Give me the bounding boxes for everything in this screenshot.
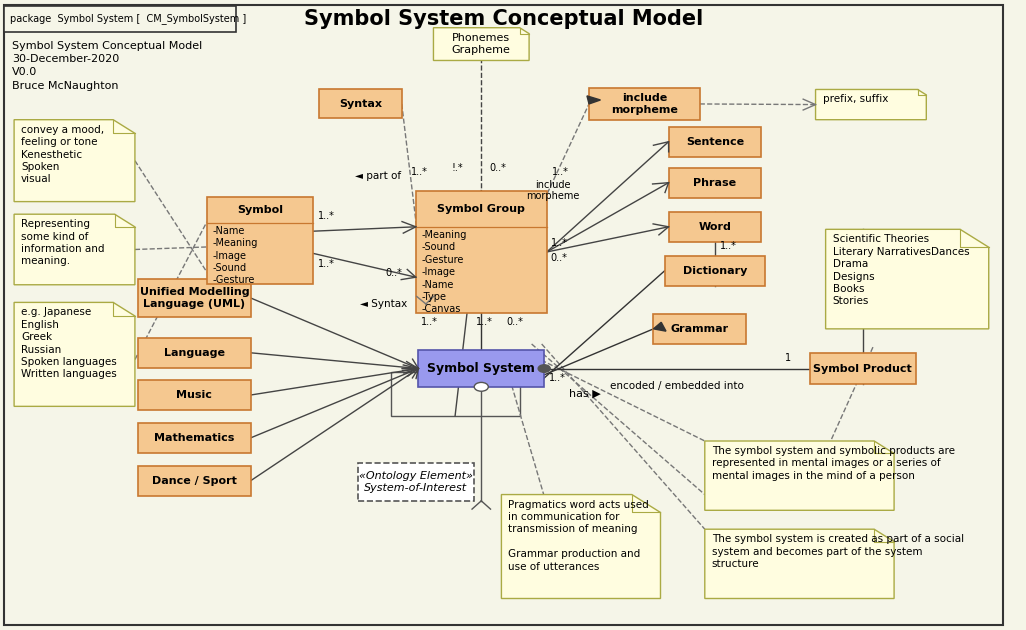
Text: Symbol Group: Symbol Group: [437, 204, 525, 214]
Polygon shape: [816, 89, 926, 120]
Text: e.g. Japanese
English
Greek
Russian
Spoken languages
Written languages: e.g. Japanese English Greek Russian Spok…: [22, 307, 117, 379]
Text: Representing
some kind of
information and
meaning.: Representing some kind of information an…: [22, 219, 105, 266]
Text: 1..*: 1..*: [720, 241, 737, 251]
Polygon shape: [654, 323, 666, 331]
Text: The symbol system is created as part of a social
system and becomes part of the : The symbol system is created as part of …: [712, 534, 964, 569]
FancyBboxPatch shape: [665, 256, 765, 286]
FancyBboxPatch shape: [419, 350, 544, 387]
Text: !.*: !.*: [451, 163, 463, 173]
Text: Symbol System: Symbol System: [428, 362, 536, 375]
Text: has ▶: has ▶: [569, 389, 601, 399]
Text: 1..*: 1..*: [421, 317, 438, 327]
Text: Symbol: Symbol: [237, 205, 283, 215]
Text: 0..*: 0..*: [489, 163, 506, 173]
Text: 1..*: 1..*: [318, 210, 334, 220]
Text: include
morpheme: include morpheme: [526, 180, 580, 201]
Text: Grammar: Grammar: [671, 324, 728, 334]
Circle shape: [539, 365, 550, 372]
Text: Word: Word: [699, 222, 732, 232]
Text: ◄ part of: ◄ part of: [355, 171, 401, 181]
Text: 1..*: 1..*: [410, 167, 428, 177]
Text: Dance / Sport: Dance / Sport: [152, 476, 237, 486]
FancyBboxPatch shape: [137, 338, 250, 368]
Text: 1..*: 1..*: [551, 238, 567, 248]
Text: Language: Language: [164, 348, 225, 358]
Polygon shape: [14, 214, 134, 285]
FancyBboxPatch shape: [137, 466, 250, 496]
Text: 0..*: 0..*: [507, 317, 523, 327]
Text: Sentence: Sentence: [685, 137, 744, 147]
Polygon shape: [705, 529, 894, 598]
FancyBboxPatch shape: [669, 127, 761, 157]
Text: prefix, suffix: prefix, suffix: [823, 94, 887, 105]
Text: Mathematics: Mathematics: [154, 433, 235, 443]
Text: Music: Music: [176, 390, 212, 400]
Text: ◄ Syntax: ◄ Syntax: [360, 299, 407, 309]
FancyBboxPatch shape: [654, 314, 746, 344]
FancyBboxPatch shape: [416, 190, 547, 314]
Circle shape: [474, 382, 488, 391]
Text: Scientific Theories
Literary NarrativesDances
Drama
Designs
Books
Stories: Scientific Theories Literary NarrativesD…: [833, 234, 970, 306]
Text: 1..*: 1..*: [549, 373, 566, 383]
Polygon shape: [587, 96, 600, 104]
Text: Syntax: Syntax: [339, 99, 382, 109]
FancyBboxPatch shape: [669, 212, 761, 242]
Polygon shape: [433, 28, 529, 60]
Text: -Name
-Meaning
-Image
-Sound
-Gesture: -Name -Meaning -Image -Sound -Gesture: [213, 226, 259, 285]
Polygon shape: [502, 495, 661, 598]
Polygon shape: [826, 229, 989, 329]
FancyBboxPatch shape: [4, 6, 236, 32]
Text: Unified Modelling
Language (UML): Unified Modelling Language (UML): [140, 287, 249, 309]
Text: Phrase: Phrase: [694, 178, 737, 188]
Text: package  Symbol System [  CM_SymbolSystem ]: package Symbol System [ CM_SymbolSystem …: [10, 13, 246, 25]
Text: encoded / embedded into: encoded / embedded into: [610, 381, 744, 391]
Text: «Ontology Element»
System-of-Interest: «Ontology Element» System-of-Interest: [359, 471, 473, 493]
FancyBboxPatch shape: [810, 353, 916, 384]
Text: The symbol system and symbolic products are
represented in mental images or a se: The symbol system and symbolic products …: [712, 446, 955, 481]
Text: Pragmatics word acts used
in communication for
transmission of meaning

Grammar : Pragmatics word acts used in communicati…: [509, 500, 649, 571]
FancyBboxPatch shape: [137, 279, 250, 317]
Text: convey a mood,
feeling or tone
Kenesthetic
Spoken
visual: convey a mood, feeling or tone Kenesthet…: [22, 125, 105, 185]
Text: Symbol Product: Symbol Product: [814, 364, 912, 374]
Text: Dictionary: Dictionary: [682, 266, 747, 276]
Text: 0..*: 0..*: [386, 268, 402, 278]
Text: Symbol System Conceptual Model: Symbol System Conceptual Model: [304, 9, 703, 29]
Polygon shape: [14, 120, 134, 202]
FancyBboxPatch shape: [391, 372, 519, 416]
FancyBboxPatch shape: [207, 197, 313, 284]
Text: 1..*: 1..*: [552, 167, 568, 177]
Text: 1: 1: [785, 353, 791, 363]
FancyBboxPatch shape: [319, 89, 402, 118]
Polygon shape: [14, 302, 134, 406]
FancyBboxPatch shape: [137, 380, 250, 410]
FancyBboxPatch shape: [669, 168, 761, 198]
FancyBboxPatch shape: [358, 463, 474, 501]
FancyBboxPatch shape: [137, 423, 250, 453]
Text: Phonemes
Grapheme: Phonemes Grapheme: [451, 33, 511, 55]
FancyBboxPatch shape: [589, 88, 700, 120]
Text: 1..*: 1..*: [476, 317, 494, 327]
Text: 0..*: 0..*: [551, 253, 567, 263]
Text: -Meaning
-Sound
-Gesture
-Image
-Name
-Type
-Canvas: -Meaning -Sound -Gesture -Image -Name -T…: [422, 230, 467, 314]
Text: Symbol System Conceptual Model
30-December-2020
V0.0
Bruce McNaughton: Symbol System Conceptual Model 30-Decemb…: [12, 41, 202, 91]
Text: 1..*: 1..*: [318, 259, 334, 269]
Polygon shape: [705, 441, 894, 510]
Text: include
morpheme: include morpheme: [610, 93, 678, 115]
